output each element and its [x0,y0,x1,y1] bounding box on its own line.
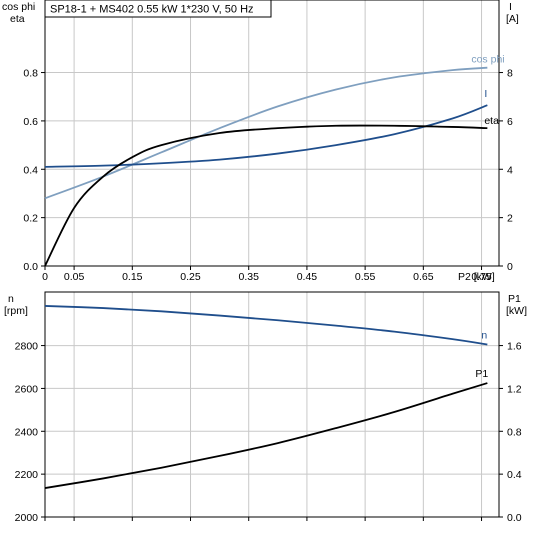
series-line-cos_phi [44,66,488,200]
series-label-speed: n [481,330,487,342]
x-tick-label: 0.55 [355,271,376,283]
chart-title-frame [44,0,272,18]
bottom-frame [44,291,500,518]
x-tick-label: 0.45 [297,271,318,283]
y-left-axis-title: n [8,293,14,305]
y-left-tick-label: 2000 [15,512,39,524]
y-left-axis-title: cos phi [2,1,35,13]
bottom-series [44,305,488,489]
series-line-eta [44,124,488,267]
y-left-tick-label: 2800 [15,341,39,353]
series-line-p1 [44,382,488,489]
y-left-tick-label: 2400 [15,426,39,438]
y-left-tick-label: 0.0 [23,261,38,273]
y-left-tick-label: 0.6 [23,116,38,128]
x-tick-label: 0.65 [413,271,434,283]
series-line-current [44,104,488,168]
top-series [44,66,488,267]
x-tick-label: 0.75 [471,271,492,283]
x-tick-label: 0.15 [122,271,143,283]
y-left-tick-label: 2600 [15,383,39,395]
y-right-tick-label: 1.6 [507,341,522,353]
y-left-tick-label: 2200 [15,469,39,481]
y-right-tick-label: 2 [507,213,513,225]
y-right-axis-title: P1 [508,293,521,305]
x-tick-label: 0.35 [238,271,259,283]
y-right-tick-label: 6 [507,116,513,128]
series-line-speed [44,305,488,346]
series-label-cos_phi: cos phi [471,54,504,66]
top-panel: 0 0.05 0.15 0.25 0.35 0.45 0.55 0.65 0.75 0.0 0.2 0… [2,0,519,283]
bottom-ticks: 2000 2200 2400 2600 2800 0.0 0.4 0.8 1.2 1.6 [15,341,522,524]
y-right-tick-label: 8 [507,68,513,80]
x-tick-label: 0.25 [180,271,201,283]
y-right-tick-label: 4 [507,164,513,176]
top-grid [44,0,499,267]
y-right-tick-label: 1.2 [507,383,522,395]
x-tick-label: 0.05 [64,271,85,283]
series-label-eta: eta [484,115,499,127]
y-right-tick-label: 0.4 [507,469,522,481]
y-left-tick-label: 0.4 [23,164,38,176]
y-left-axis-title-2: eta [10,13,25,25]
series-label-current: I [484,88,487,100]
y-right-tick-label: 0.0 [507,512,522,524]
chart-title-box: SP18-1 + MS402 0.55 kW 1*230 V, 50 Hz [44,0,272,18]
y-right-tick-label: 0 [507,261,513,273]
y-left-tick-label: 0.8 [23,68,38,80]
chart-title: SP18-1 + MS402 0.55 kW 1*230 V, 50 Hz [50,4,254,16]
bottom-grid [44,292,499,518]
y-right-axis-title-2: [A] [506,13,519,25]
bottom-panel: 2000 2200 2400 2600 2800 0.0 0.4 0.8 1.2 1.6 n P1 n… [4,291,527,524]
y-right-axis-title: I [509,1,512,13]
y-left-axis-title-2: [rpm] [4,305,28,317]
x-axis-title: P2 [kW] [458,271,495,283]
top-frame [44,0,500,267]
y-left-tick-label: 0.2 [23,213,38,225]
y-right-axis-title-2: [kW] [506,305,527,317]
top-ticks: 0 0.05 0.15 0.25 0.35 0.45 0.55 0.65 0.75 0.0 0.2 0… [23,68,513,283]
y-right-tick-label: 0.8 [507,426,522,438]
series-label-p1: P1 [475,368,488,380]
x-tick-label: 0 [42,271,48,283]
